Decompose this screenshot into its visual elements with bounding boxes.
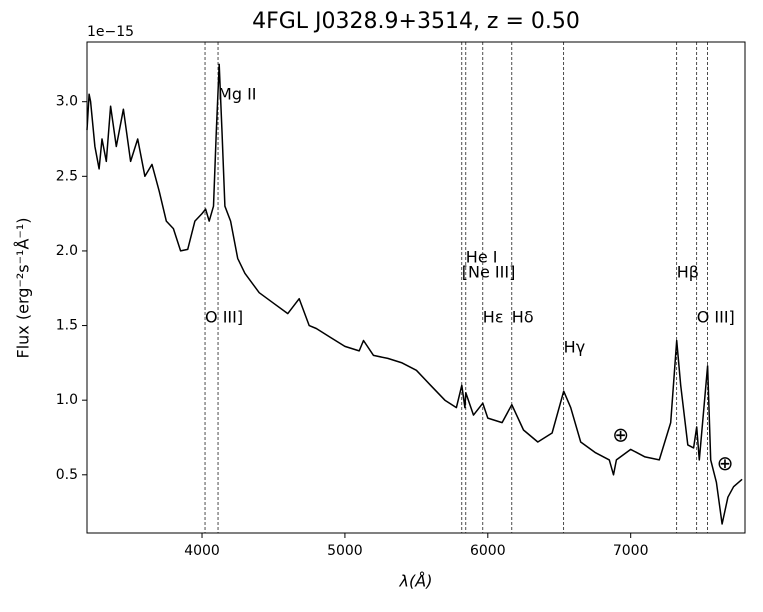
line-label: He I	[466, 248, 498, 267]
line-label: Hβ	[677, 263, 699, 282]
x-tick-label: 5000	[327, 543, 363, 559]
annotation: ⊕	[717, 451, 734, 475]
x-tick-label: 6000	[470, 543, 506, 559]
y-tick-label: 2.5	[56, 168, 78, 184]
y-tick-label: 1.5	[56, 318, 78, 334]
y-offset-label: 1e−15	[87, 24, 134, 40]
line-label: O III]	[697, 308, 735, 327]
line-label: Hε	[483, 308, 504, 327]
x-axis-label: λ(Å)	[399, 572, 433, 591]
spectrum	[86, 63, 743, 525]
line-label: [Ne III]	[462, 263, 516, 282]
plot-frame	[86, 41, 746, 534]
line-label: O III]	[205, 308, 243, 327]
x-tick-label: 7000	[613, 543, 649, 559]
line-label: Mg II	[218, 85, 256, 104]
chart-title: 4FGL J0328.9+3514, z = 0.50	[252, 9, 580, 34]
y-tick-label: 1.0	[56, 392, 78, 408]
y-axis-label: Flux (erg⁻²s⁻¹Å⁻¹)	[14, 218, 33, 359]
annotation: ⊕	[612, 422, 629, 446]
line-label: Hδ	[512, 308, 534, 327]
x-tick-label: 4000	[184, 543, 220, 559]
y-tick-label: 0.5	[56, 467, 78, 483]
y-tick-label: 3.0	[56, 94, 78, 110]
line-label: Hγ	[564, 338, 586, 357]
y-tick-label: 2.0	[56, 243, 78, 259]
